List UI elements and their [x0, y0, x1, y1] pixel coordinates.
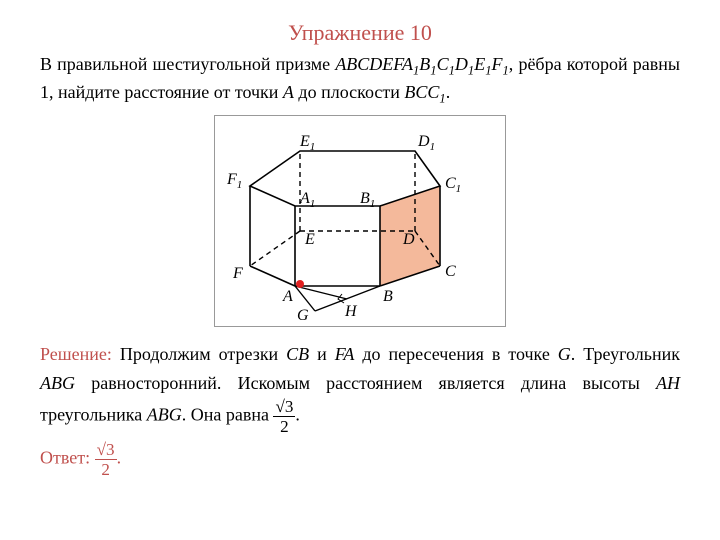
prism-name: ABCDEFA1B1C1D1E1F1: [335, 54, 508, 74]
frac-num: √3: [95, 441, 117, 460]
seg-fa: FA: [335, 344, 355, 364]
sol-part: треугольника: [40, 405, 147, 425]
problem-part: .: [446, 82, 451, 102]
svg-text:B1: B1: [360, 190, 375, 210]
point-g: G: [558, 344, 571, 364]
sol-part: . Треугольник: [571, 344, 680, 364]
svg-text:C1: C1: [445, 175, 461, 195]
svg-text:B: B: [383, 288, 393, 305]
sol-part: до пересечения в точке: [354, 344, 557, 364]
sol-part: равносторонний. Искомым расстоянием явля…: [75, 373, 656, 393]
sol-part: Продолжим отрезки: [112, 344, 286, 364]
svg-text:D1: D1: [417, 133, 435, 153]
t: BCC: [404, 82, 439, 102]
svg-text:C: C: [445, 263, 456, 280]
problem-part: до плоскости: [294, 82, 404, 102]
t: D: [455, 54, 468, 74]
problem-text: В правильной шестиугольной призме ABCDEF…: [40, 52, 680, 107]
svg-text:F: F: [232, 265, 243, 282]
sol-part: . Она равна: [182, 405, 274, 425]
svg-text:E: E: [304, 231, 315, 248]
svg-text:A: A: [282, 288, 293, 305]
seg-cb: CB: [286, 344, 309, 364]
plane-name: BCC1: [404, 82, 445, 102]
tri-abg2: ABG: [147, 405, 182, 425]
point-a: A: [283, 82, 294, 102]
tri-abg: ABG: [40, 373, 75, 393]
frac-den: 2: [273, 417, 295, 435]
t: E: [474, 54, 485, 74]
point-a-dot: [296, 280, 304, 288]
svg-text:A1: A1: [299, 190, 315, 210]
prism-svg: E1 D1 F1 C1 A1 B1 E D F C A B G H: [214, 115, 506, 327]
answer-label: Ответ:: [40, 448, 90, 468]
svg-text:G: G: [297, 307, 309, 324]
svg-text:H: H: [344, 303, 358, 320]
t: C: [437, 54, 449, 74]
answer-fraction: √32: [95, 441, 117, 478]
exercise-title: Упражнение 10: [40, 20, 680, 46]
ans-dot: .: [117, 448, 122, 468]
solution-label: Решение:: [40, 344, 112, 364]
sol-part: и: [309, 344, 335, 364]
sol-dot: .: [295, 405, 300, 425]
t: ABCDEFA: [335, 54, 413, 74]
solution-fraction: √32: [273, 398, 295, 435]
t: B: [419, 54, 430, 74]
frac-num: √3: [273, 398, 295, 417]
seg-ah: AH: [656, 373, 680, 393]
svg-text:E1: E1: [299, 133, 315, 153]
solution-text: Решение: Продолжим отрезки CB и FA до пе…: [40, 340, 680, 435]
frac-den: 2: [95, 460, 117, 478]
prism-figure: E1 D1 F1 C1 A1 B1 E D F C A B G H: [40, 115, 680, 332]
t: F: [491, 54, 502, 74]
svg-text:F1: F1: [226, 171, 242, 191]
svg-text:D: D: [402, 231, 415, 248]
answer-line: Ответ: √32.: [40, 441, 680, 478]
problem-part: В правильной шестиугольной призме: [40, 54, 335, 74]
